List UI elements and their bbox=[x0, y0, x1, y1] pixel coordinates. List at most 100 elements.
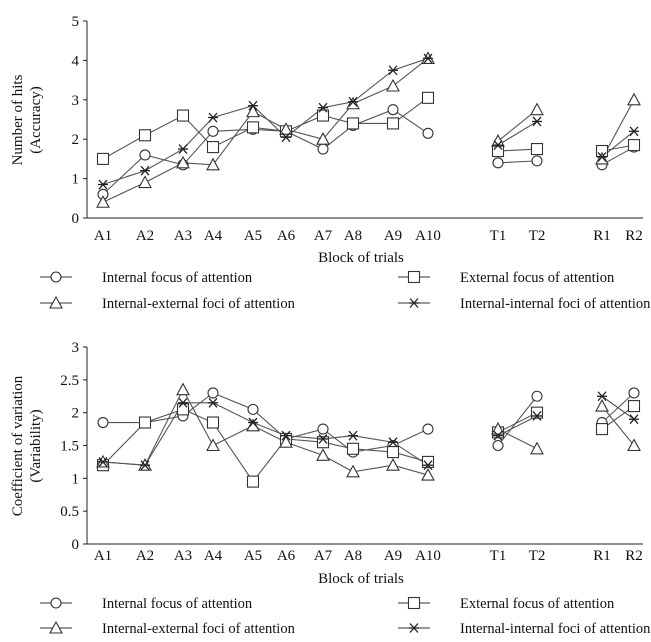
data-point-star bbox=[388, 65, 398, 76]
y-axis-label-line2: (Variability) bbox=[28, 409, 44, 482]
y-tick-label: 3 bbox=[72, 340, 80, 356]
x-tick-label: A1 bbox=[94, 228, 112, 244]
y-tick-label: 0 bbox=[72, 211, 80, 227]
data-point-triangle bbox=[627, 438, 641, 452]
y-tick-label: 3 bbox=[72, 93, 80, 109]
data-point-circle bbox=[422, 127, 434, 139]
data-point-triangle bbox=[246, 418, 260, 432]
x-tick-label: A4 bbox=[204, 228, 223, 244]
data-point-star bbox=[493, 140, 503, 151]
data-point-square bbox=[627, 400, 641, 413]
x-tick-label: A3 bbox=[174, 228, 192, 244]
data-point-square bbox=[627, 139, 641, 152]
x-tick-label: A9 bbox=[384, 228, 402, 244]
data-point-circle bbox=[139, 149, 151, 161]
data-point-star bbox=[388, 437, 398, 448]
x-tick-label: A6 bbox=[277, 548, 296, 564]
data-point-square bbox=[595, 423, 609, 436]
data-point-triangle bbox=[386, 78, 400, 92]
x-tick-label: R2 bbox=[625, 548, 643, 564]
data-point-circle bbox=[422, 423, 434, 435]
x-tick-label: T1 bbox=[490, 548, 507, 564]
data-point-star bbox=[493, 430, 503, 441]
data-point-square bbox=[386, 446, 400, 459]
legend-label: External focus of attention bbox=[460, 270, 615, 286]
data-point-circle bbox=[247, 403, 259, 415]
series-line-square bbox=[497, 148, 538, 152]
y-axis-label-line1: Number of hits bbox=[10, 74, 26, 165]
x-tick-label: A1 bbox=[94, 548, 112, 564]
data-point-star bbox=[248, 417, 258, 428]
x-tick-label: A3 bbox=[174, 548, 192, 564]
legend-item: Internal-external foci of attention bbox=[40, 620, 296, 637]
data-point-star bbox=[348, 430, 358, 441]
legend-label: Internal-external foci of attention bbox=[102, 621, 296, 637]
legend: Internal focus of attention External focu… bbox=[40, 270, 651, 312]
data-point-circle bbox=[317, 143, 329, 155]
data-point-star bbox=[208, 397, 218, 408]
data-point-star bbox=[597, 391, 607, 402]
series-line-square bbox=[102, 408, 429, 483]
data-point-circle bbox=[207, 387, 219, 399]
data-point-square bbox=[421, 455, 435, 468]
data-point-star bbox=[423, 460, 433, 471]
data-point-star bbox=[248, 100, 258, 111]
legend-label: Internal focus of attention bbox=[102, 596, 253, 612]
data-point-square bbox=[316, 109, 330, 122]
data-point-square bbox=[138, 416, 152, 429]
legend-label: Internal-internal foci of attention bbox=[460, 296, 651, 312]
data-point-square bbox=[176, 109, 190, 122]
x-tick-label: A5 bbox=[244, 548, 262, 564]
accuracy-chart: 0 1 2 3 4 5 A1 A2 A3 A4 A5 A6 A7 A8 A9 A10 T1 T2 R1 R2 Blo… bbox=[10, 14, 651, 312]
series-line-square bbox=[497, 412, 538, 433]
legend-label: Internal focus of attention bbox=[102, 270, 253, 286]
data-point-triangle bbox=[138, 175, 152, 189]
x-axis-label: Block of trials bbox=[318, 571, 404, 587]
data-point-circle bbox=[628, 387, 640, 399]
series-line-star bbox=[497, 415, 538, 437]
data-point-square bbox=[421, 91, 435, 104]
data-point-triangle bbox=[530, 441, 544, 455]
legend-marker-square bbox=[407, 270, 421, 284]
legend-item: Internal focus of attention bbox=[40, 270, 253, 286]
data-point-circle bbox=[387, 104, 399, 116]
data-point-triangle bbox=[595, 398, 609, 412]
x-tick-label: A2 bbox=[136, 548, 154, 564]
data-point-square bbox=[176, 403, 190, 416]
data-point-star bbox=[629, 126, 639, 137]
data-point-triangle bbox=[627, 92, 641, 106]
x-tick-label: A7 bbox=[314, 548, 333, 564]
legend-marker-triangle bbox=[49, 295, 63, 309]
data-point-triangle bbox=[176, 155, 190, 169]
data-point-circle bbox=[531, 390, 543, 402]
legend-marker-star bbox=[409, 623, 419, 633]
series-line-circle bbox=[497, 395, 538, 446]
data-point-square bbox=[96, 152, 110, 165]
data-point-square bbox=[138, 129, 152, 142]
series-line-circle bbox=[103, 392, 429, 453]
data-point-triangle bbox=[346, 464, 360, 478]
data-point-star bbox=[178, 144, 188, 154]
x-tick-label: A10 bbox=[415, 228, 441, 244]
data-point-square bbox=[530, 406, 544, 419]
legend-item: Internal focus of attention bbox=[40, 596, 253, 612]
data-point-square bbox=[346, 117, 360, 130]
data-point-circle bbox=[317, 423, 329, 435]
legend-label: Internal-internal foci of attention bbox=[460, 621, 651, 637]
series-line-triangle bbox=[102, 388, 429, 476]
data-point-triangle bbox=[279, 122, 293, 135]
legend-label: External focus of attention bbox=[460, 596, 615, 612]
data-point-square bbox=[246, 121, 260, 134]
data-point-star bbox=[629, 414, 639, 425]
y-tick-label: 0 bbox=[72, 537, 80, 553]
x-tick-label: A8 bbox=[344, 228, 362, 244]
x-tick-label: A9 bbox=[384, 548, 402, 564]
x-tick-label: A6 bbox=[277, 228, 296, 244]
y-tick-label: 1 bbox=[72, 172, 80, 188]
series-line-triangle bbox=[102, 57, 429, 203]
legend-marker-square bbox=[407, 596, 421, 610]
data-point-square bbox=[386, 117, 400, 130]
variability-chart: 0 0.5 1 1.5 2 2.5 3 A1 A2 A3 A4 A5 A6 A7 A8 A9 A10 T1 T2 R… bbox=[10, 340, 651, 637]
series-line-square bbox=[102, 97, 429, 160]
